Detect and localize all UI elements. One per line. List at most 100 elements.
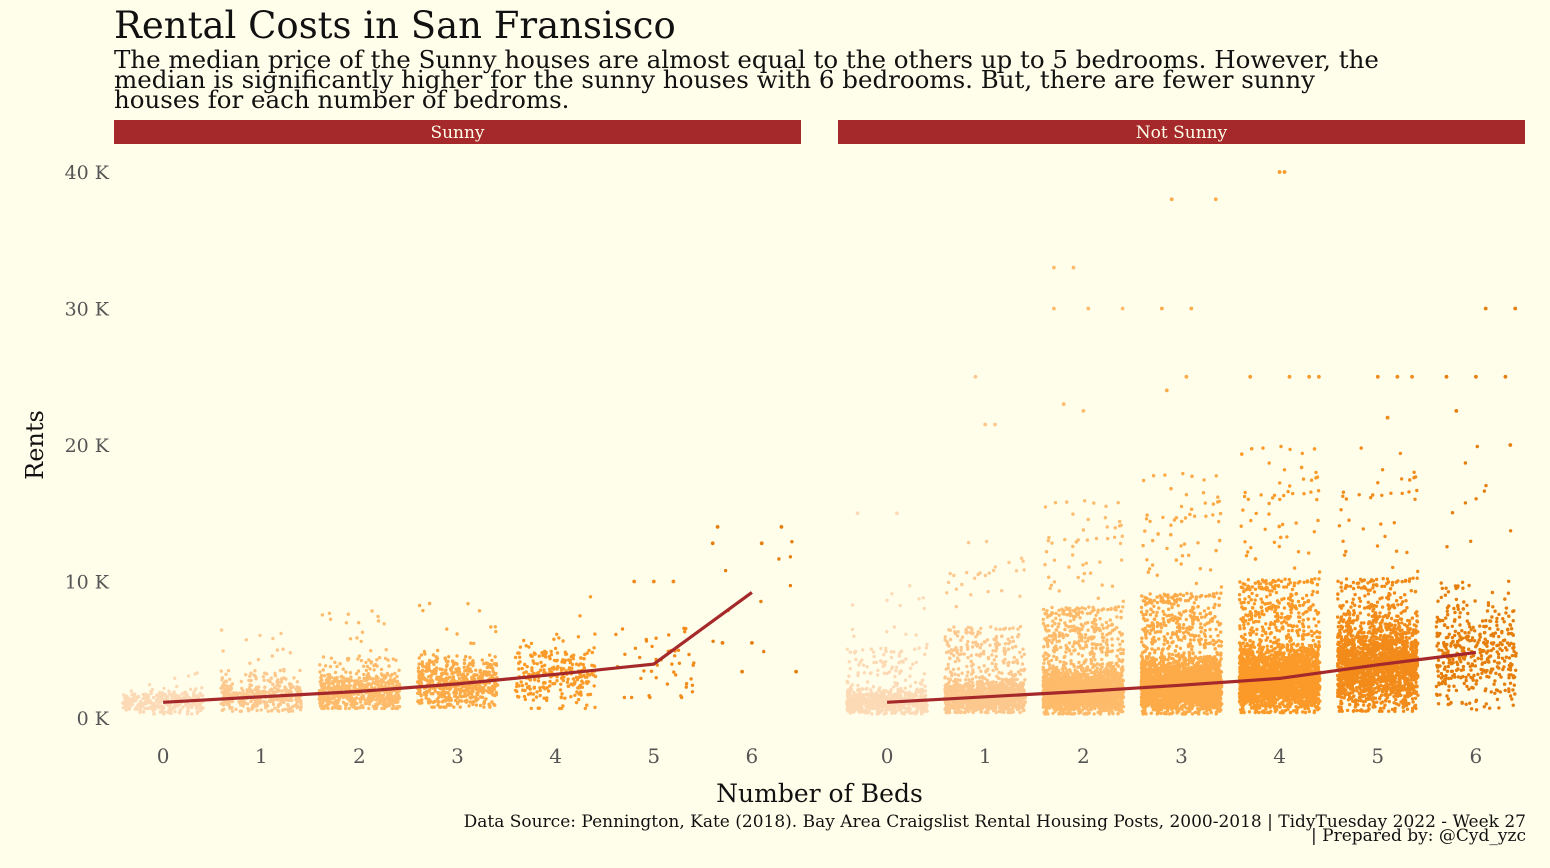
- data-point: [334, 686, 338, 690]
- data-point: [288, 689, 292, 693]
- data-point: [983, 573, 988, 578]
- data-point: [642, 669, 646, 673]
- data-point: [991, 668, 995, 673]
- data-point: [424, 693, 429, 697]
- data-point: [261, 675, 266, 679]
- data-point: [903, 686, 907, 690]
- data-point: [1000, 680, 1004, 684]
- data-point: [994, 702, 998, 707]
- data-point: [919, 687, 924, 691]
- data-point: [904, 691, 908, 695]
- data-point: [369, 683, 373, 687]
- data-point: [524, 682, 528, 686]
- data-point: [374, 694, 378, 698]
- data-point: [864, 692, 868, 696]
- data-point: [320, 613, 325, 617]
- data-point: [852, 709, 856, 713]
- data-point: [1064, 650, 1068, 654]
- data-point: [579, 693, 583, 697]
- data-point: [221, 702, 225, 706]
- data-point: [525, 685, 530, 690]
- data-point: [520, 666, 524, 671]
- data-point: [892, 685, 896, 689]
- data-point: [469, 696, 473, 700]
- data-point: [958, 710, 963, 715]
- data-point: [583, 706, 587, 711]
- data-point: [854, 657, 858, 662]
- data-point: [395, 674, 399, 679]
- data-point: [894, 683, 899, 687]
- data-point: [857, 710, 861, 714]
- data-point: [1011, 626, 1015, 630]
- data-point: [227, 692, 231, 696]
- data-point: [333, 670, 338, 675]
- data-point: [922, 709, 926, 714]
- data-point: [417, 662, 421, 666]
- data-point: [571, 677, 576, 681]
- data-point: [358, 706, 362, 710]
- data-point: [548, 684, 552, 688]
- data-point: [155, 698, 159, 702]
- data-point: [1020, 655, 1024, 659]
- data-point: [158, 690, 162, 695]
- data-point: [856, 683, 860, 688]
- data-point: [922, 606, 926, 611]
- data-point: [538, 686, 542, 690]
- data-point: [277, 689, 281, 693]
- data-point: [946, 705, 950, 709]
- data-point: [447, 702, 451, 706]
- data-point: [471, 661, 475, 665]
- data-point: [633, 646, 638, 650]
- data-point: [962, 688, 967, 692]
- data-point: [687, 652, 691, 657]
- data-point: [169, 711, 173, 716]
- data-point: [517, 661, 521, 665]
- data-point: [872, 703, 876, 707]
- data-point: [190, 712, 194, 716]
- data-point: [563, 650, 567, 654]
- data-point: [673, 654, 677, 658]
- data-point: [560, 692, 564, 696]
- data-point: [356, 669, 361, 673]
- data-point: [489, 663, 493, 667]
- data-point: [672, 670, 676, 674]
- data-point: [271, 700, 275, 704]
- data-point: [264, 706, 268, 710]
- data-point: [190, 705, 194, 710]
- data-point: [168, 702, 172, 707]
- data-point: [1017, 699, 1021, 703]
- data-point: [272, 685, 277, 690]
- data-point: [592, 646, 596, 650]
- data-point: [442, 699, 446, 703]
- data-point: [354, 683, 358, 687]
- data-point: [255, 699, 260, 703]
- data-point: [338, 679, 343, 683]
- data-point: [230, 682, 235, 686]
- data-point: [478, 674, 482, 679]
- data-point: [566, 677, 570, 681]
- y-tick-label: 10 K: [65, 572, 110, 594]
- data-point: [230, 706, 234, 710]
- data-point: [1022, 667, 1027, 671]
- data-point: [461, 694, 465, 699]
- facet-strip: [114, 120, 801, 144]
- data-point: [1006, 710, 1010, 715]
- data-point: [270, 654, 274, 658]
- data-point: [285, 697, 289, 701]
- data-point: [522, 694, 527, 699]
- data-point: [965, 691, 969, 696]
- y-axis: 0 K10 K20 K30 K40 K: [65, 162, 110, 730]
- data-point: [945, 591, 949, 595]
- data-point: [476, 688, 480, 693]
- data-point: [897, 661, 901, 665]
- data-point: [478, 686, 483, 690]
- data-point: [860, 658, 864, 662]
- data-point: [1006, 690, 1010, 694]
- data-point: [358, 697, 362, 701]
- data-point: [904, 657, 908, 661]
- data-point: [892, 709, 896, 713]
- data-point: [227, 702, 231, 706]
- data-point: [852, 651, 857, 655]
- data-point: [298, 689, 302, 693]
- data-point: [460, 675, 465, 680]
